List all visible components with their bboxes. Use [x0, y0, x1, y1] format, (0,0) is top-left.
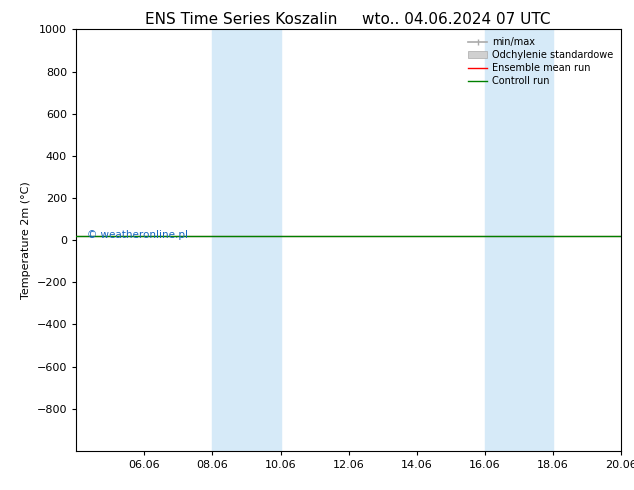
Text: wto.. 04.06.2024 07 UTC: wto.. 04.06.2024 07 UTC: [362, 12, 551, 27]
Legend: min/max, Odchylenie standardowe, Ensemble mean run, Controll run: min/max, Odchylenie standardowe, Ensembl…: [465, 34, 616, 89]
Y-axis label: Temperature 2m (°C): Temperature 2m (°C): [21, 181, 31, 299]
Bar: [485, 29, 553, 451]
Text: ENS Time Series Koszalin: ENS Time Series Koszalin: [145, 12, 337, 27]
Text: © weatheronline.pl: © weatheronline.pl: [87, 230, 188, 240]
Bar: [212, 29, 280, 451]
